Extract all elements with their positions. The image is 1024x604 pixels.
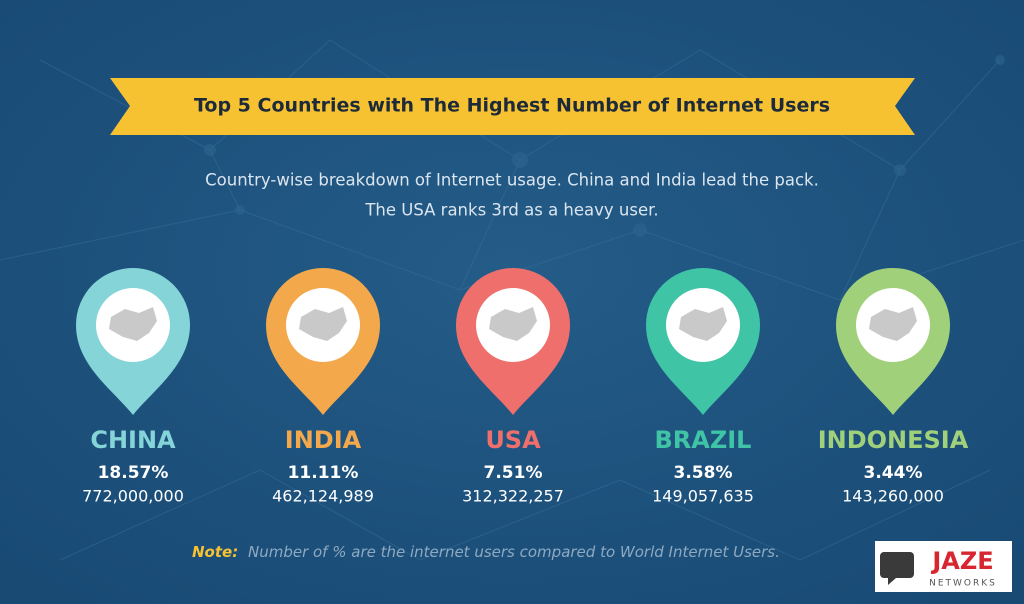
country-shape bbox=[489, 307, 537, 341]
note-label: Note: bbox=[192, 543, 238, 561]
logo: JAZE NETWORKS bbox=[875, 541, 1012, 592]
country-users: 143,260,000 bbox=[842, 487, 944, 506]
country-percent: 18.57% bbox=[98, 463, 169, 483]
country-users: 149,057,635 bbox=[652, 487, 754, 506]
country-name: CHINA bbox=[90, 426, 176, 454]
country-users: 772,000,000 bbox=[82, 487, 184, 506]
country-name: INDONESIA bbox=[818, 426, 969, 454]
logo-name: JAZE bbox=[930, 547, 993, 575]
country-users: 312,322,257 bbox=[462, 487, 564, 506]
country-shape bbox=[299, 307, 347, 341]
country-percent: 7.51% bbox=[484, 463, 543, 483]
title: Top 5 Countries with The Highest Number … bbox=[194, 95, 830, 117]
country-percent: 3.58% bbox=[674, 463, 733, 483]
logo-tagline: NETWORKS bbox=[929, 579, 997, 589]
logo-icon bbox=[880, 552, 914, 585]
country-name: INDIA bbox=[285, 426, 362, 454]
country-users: 462,124,989 bbox=[272, 487, 374, 506]
note: Note: Number of % are the internet users… bbox=[192, 543, 780, 561]
country-percent: 11.11% bbox=[288, 463, 359, 483]
country-shape bbox=[679, 307, 727, 341]
subtitle: The USA ranks 3rd as a heavy user. bbox=[364, 201, 658, 220]
note-text: Number of % are the internet users compa… bbox=[248, 543, 780, 561]
country-shape bbox=[869, 307, 917, 341]
country-list: CHINA 18.57% 772,000,000 INDIA 11.11% 462,124… bbox=[76, 267, 969, 506]
country-name: BRAZIL bbox=[655, 426, 752, 454]
title-banner bbox=[110, 78, 915, 135]
country-name: USA bbox=[485, 426, 541, 454]
country-percent: 3.44% bbox=[864, 463, 923, 483]
network-nodes bbox=[204, 55, 1005, 237]
country-shape bbox=[109, 307, 157, 341]
subtitle: Country-wise breakdown of Internet usage… bbox=[205, 171, 819, 190]
